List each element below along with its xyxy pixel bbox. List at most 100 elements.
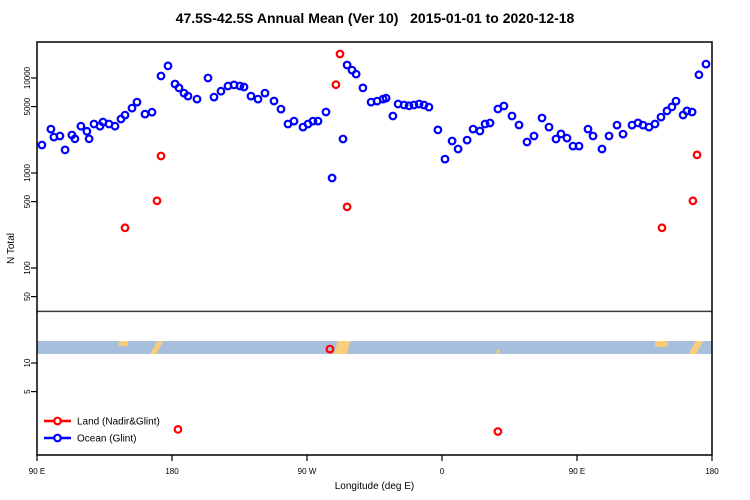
data-point-land: [173, 425, 183, 434]
data-point-ocean: [163, 61, 173, 71]
data-point-ocean: [120, 110, 130, 120]
data-point-ocean: [399, 100, 409, 110]
data-point-land: [156, 151, 166, 161]
y-tick-label: 5: [23, 389, 32, 394]
data-point-ocean: [656, 112, 666, 122]
data-point-ocean: [424, 102, 434, 112]
data-point-ocean: [235, 81, 245, 91]
data-point-ocean: [485, 118, 495, 128]
data-point-ocean: [269, 96, 279, 106]
x-axis-title: Longitude (deg E): [335, 481, 415, 492]
data-point-ocean: [440, 154, 450, 164]
data-point-ocean: [667, 102, 677, 112]
data-point-ocean: [671, 96, 681, 106]
data-point-ocean: [388, 111, 398, 121]
y-tick-label: 500: [23, 194, 32, 208]
data-point-ocean: [499, 101, 509, 111]
data-point-ocean: [37, 140, 47, 150]
data-point-land: [120, 223, 130, 233]
data-point-ocean: [174, 83, 184, 93]
data-point-ocean: [682, 106, 692, 116]
data-point-ocean: [351, 69, 361, 79]
data-point-ocean: [209, 92, 219, 102]
data-point-ocean: [694, 70, 704, 80]
data-point-ocean: [612, 120, 622, 130]
data-point-land: [692, 150, 702, 160]
legend-label: Land (Nadir&Glint): [77, 417, 160, 428]
data-point-ocean: [253, 94, 263, 104]
data-point-ocean: [556, 129, 566, 139]
data-point-ocean: [537, 113, 547, 123]
data-point-ocean: [507, 111, 517, 121]
data-point-ocean: [313, 116, 323, 126]
y-tick-label: 5000: [23, 97, 32, 115]
data-point-ocean: [127, 103, 137, 113]
x-tick-label: 90 E: [29, 467, 45, 476]
data-point-ocean: [132, 97, 142, 107]
data-point-ocean: [529, 131, 539, 141]
data-point-ocean: [289, 116, 299, 126]
data-point-ocean: [246, 91, 256, 101]
x-tick-label: 0: [440, 467, 445, 476]
data-point-ocean: [514, 120, 524, 130]
y-tick-label: 1000: [23, 164, 32, 182]
data-point-ocean: [192, 94, 202, 104]
data-point-land: [657, 223, 667, 233]
data-point-ocean: [203, 73, 213, 83]
data-point-ocean: [183, 91, 193, 101]
data-point-land: [335, 49, 345, 59]
data-point-ocean: [147, 107, 157, 117]
data-point-ocean: [433, 125, 443, 135]
legend-marker: [53, 416, 62, 426]
legend-marker: [53, 433, 62, 443]
data-point-ocean: [327, 173, 337, 183]
data-point-ocean: [453, 144, 463, 154]
y-tick-label: 10: [23, 358, 32, 367]
data-point-ocean: [588, 131, 598, 141]
data-point-ocean: [76, 121, 86, 131]
y-tick-label: 100: [23, 261, 32, 275]
data-point-ocean: [409, 100, 419, 110]
data-point-ocean: [140, 109, 150, 119]
data-point-land: [325, 344, 335, 354]
map-strip-land-patch: [655, 341, 668, 347]
map-strip-ocean: [37, 341, 712, 354]
map-strip-land-patch: [118, 341, 128, 347]
map-strip-land-patch: [496, 349, 499, 354]
x-tick-label: 90 E: [569, 467, 585, 476]
data-point-ocean: [414, 99, 424, 109]
data-point-ocean: [574, 141, 584, 151]
data-point-ocean: [216, 86, 226, 96]
data-point-ocean: [239, 82, 249, 92]
data-point-ocean: [381, 93, 391, 103]
data-point-ocean: [475, 126, 485, 136]
data-point-ocean: [447, 136, 457, 146]
data-point-ocean: [46, 124, 56, 134]
data-point-ocean: [358, 83, 368, 93]
data-point-ocean: [60, 145, 70, 155]
data-point-ocean: [404, 101, 414, 111]
data-point-ocean: [55, 131, 65, 141]
data-point-ocean: [562, 133, 572, 143]
chart-title: 47.5S-42.5S Annual Mean (Ver 10) 2015-01…: [175, 10, 575, 26]
data-point-land: [342, 202, 352, 212]
data-point-ocean: [110, 121, 120, 131]
data-point-ocean: [338, 134, 348, 144]
data-point-ocean: [597, 144, 607, 154]
plot-box: [36, 41, 713, 456]
data-point-ocean: [156, 71, 166, 81]
data-point-ocean: [321, 107, 331, 117]
data-point-ocean: [522, 137, 532, 147]
data-point-land: [331, 80, 341, 90]
data-point-land: [493, 427, 503, 436]
data-point-ocean: [468, 124, 478, 134]
data-point-ocean: [308, 116, 318, 126]
data-point-ocean: [70, 134, 80, 144]
data-point-ocean: [84, 134, 94, 144]
legend-label: Ocean (Glint): [77, 434, 136, 445]
data-point-ocean: [544, 122, 554, 132]
data-point-ocean: [650, 119, 660, 129]
map-strip-land-patch: [150, 341, 164, 354]
data-point-ocean: [342, 60, 352, 70]
